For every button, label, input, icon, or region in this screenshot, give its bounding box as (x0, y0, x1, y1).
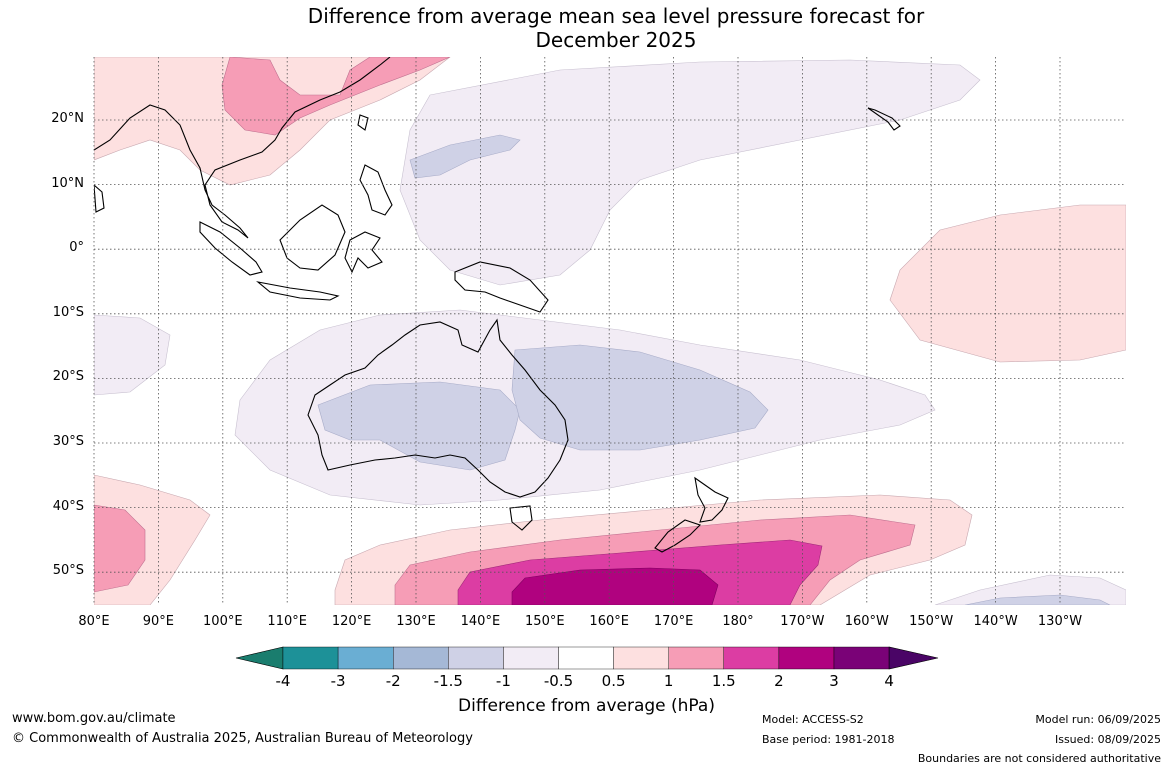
longitude-label: 130°E (396, 614, 436, 629)
map-title: Difference from average mean sea level p… (0, 4, 1173, 52)
longitude-label: 140°W (973, 614, 1018, 629)
sumatra-coastline (199, 221, 263, 276)
australia-coastline (307, 318, 569, 498)
colorbar-tick-label: -1 (495, 672, 511, 690)
model-run-text: Model run: 06/09/2025 (1035, 713, 1161, 726)
copyright-text: © Commonwealth of Australia 2025, Austra… (12, 731, 473, 746)
colorbar-swatch (337, 646, 394, 670)
java-coastline (256, 281, 340, 301)
longitude-label: 170°E (653, 614, 694, 629)
colorbar-tick-label: 1 (663, 672, 674, 690)
latitude-label: 30°S (52, 434, 84, 449)
hawaii-coastline (867, 107, 901, 131)
website-link[interactable]: www.bom.gov.au/climate (12, 711, 176, 726)
anomaly-region-southern-ocean-purple (511, 567, 719, 605)
latitude-label: 40°S (52, 498, 84, 514)
anomaly-region-coralsea-blue (511, 344, 769, 451)
anomaly-region-southeast-pacific-blue (964, 594, 1111, 605)
colorbar-swatch (448, 646, 504, 670)
philippines-coastline (359, 164, 393, 216)
colorbar-arrow-high (888, 646, 939, 670)
coastlines (94, 57, 901, 553)
anomaly-region-northpacific-lavender (399, 59, 981, 286)
base-period-text: Base period: 1981-2018 (762, 733, 895, 746)
new-zealand-north-coastline (694, 476, 729, 523)
colorbar-swatch (393, 646, 449, 670)
disclaimer-text: Boundaries are not considered authoritat… (917, 752, 1161, 765)
tasmania-coastline (509, 505, 533, 531)
anomaly-region-southchina-pink (221, 57, 451, 136)
colorbar-tick-label: -1.5 (433, 672, 463, 690)
anomaly-region-philippine-sea-blue (409, 134, 521, 179)
latitude-label: 10°N (51, 175, 84, 191)
colorbar-swatch (833, 646, 890, 670)
colorbar-swatch (613, 646, 669, 670)
asia-mainland-coastline (94, 57, 391, 239)
taiwan-coastline (357, 114, 369, 131)
anomaly-region-australia-blue-west (317, 381, 521, 471)
colorbar-tick-label: 3 (829, 672, 839, 690)
sri-lanka-coastline (94, 184, 105, 213)
longitude-label: 140°E (460, 614, 501, 629)
longitude-label: 150°E (525, 614, 565, 629)
colorbar-tick-label: -0.5 (543, 672, 574, 690)
issued-text: Issued: 08/09/2025 (1054, 733, 1161, 746)
anomaly-region-westindian-lavender (94, 314, 171, 396)
longitude-label: 130°W (1037, 614, 1083, 629)
model-text: Model: ACCESS-S2 (762, 713, 864, 726)
latitude-label: 20°N (51, 111, 84, 126)
new-guinea-coastline (454, 261, 549, 313)
longitude-label: 160°E (589, 614, 629, 629)
colorbar-tick-label: -3 (330, 672, 346, 690)
colorbar-tick-label: 0.5 (601, 672, 626, 690)
title-line-2: December 2025 (535, 28, 697, 52)
latitude-label: 50°S (52, 563, 84, 579)
longitude-label: 90°E (142, 614, 175, 629)
longitude-label: 110°E (267, 614, 307, 629)
anomaly-region-eastpacific-pink (889, 204, 1126, 363)
colorbar-swatch (558, 646, 614, 670)
anomaly-region-southindian-midpink (94, 504, 146, 593)
borneo-coastline (279, 204, 346, 271)
colorbar-title: Difference from average (hPa) (458, 696, 715, 716)
longitude-label: 120°E (331, 614, 372, 629)
title-line-1: Difference from average mean sea level p… (307, 4, 925, 28)
longitude-label: 80°E (78, 614, 110, 629)
latitude-label: 20°S (52, 369, 84, 385)
longitude-label: 180° (722, 614, 754, 629)
colorbar-tick-label: 2 (774, 672, 784, 690)
colorbar-tick-label: 4 (884, 672, 894, 690)
colorbar-tick-label: -4 (275, 672, 291, 690)
colorbar-tick-label: 1.5 (711, 672, 736, 690)
colorbar (235, 646, 939, 670)
colorbar-arrow-low (235, 646, 284, 670)
colorbar-swatch (668, 646, 725, 670)
latitude-label: 10°S (52, 304, 84, 320)
colorbar-swatch (778, 646, 835, 670)
sulawesi-coastline (344, 231, 383, 274)
latitude-label: 0° (69, 240, 84, 256)
longitude-label: 170°W (780, 614, 825, 629)
graticule (93, 57, 1126, 605)
longitude-label: 150°W (909, 614, 954, 629)
longitude-label: 100°E (203, 614, 243, 629)
colorbar-swatch (282, 646, 339, 670)
map-field (94, 57, 1126, 605)
colorbar-swatch (723, 646, 780, 670)
longitude-label: 160°W (844, 614, 889, 629)
colorbar-swatch (503, 646, 559, 670)
new-zealand-south-coastline (654, 519, 702, 553)
colorbar-tick-label: -2 (385, 672, 401, 690)
